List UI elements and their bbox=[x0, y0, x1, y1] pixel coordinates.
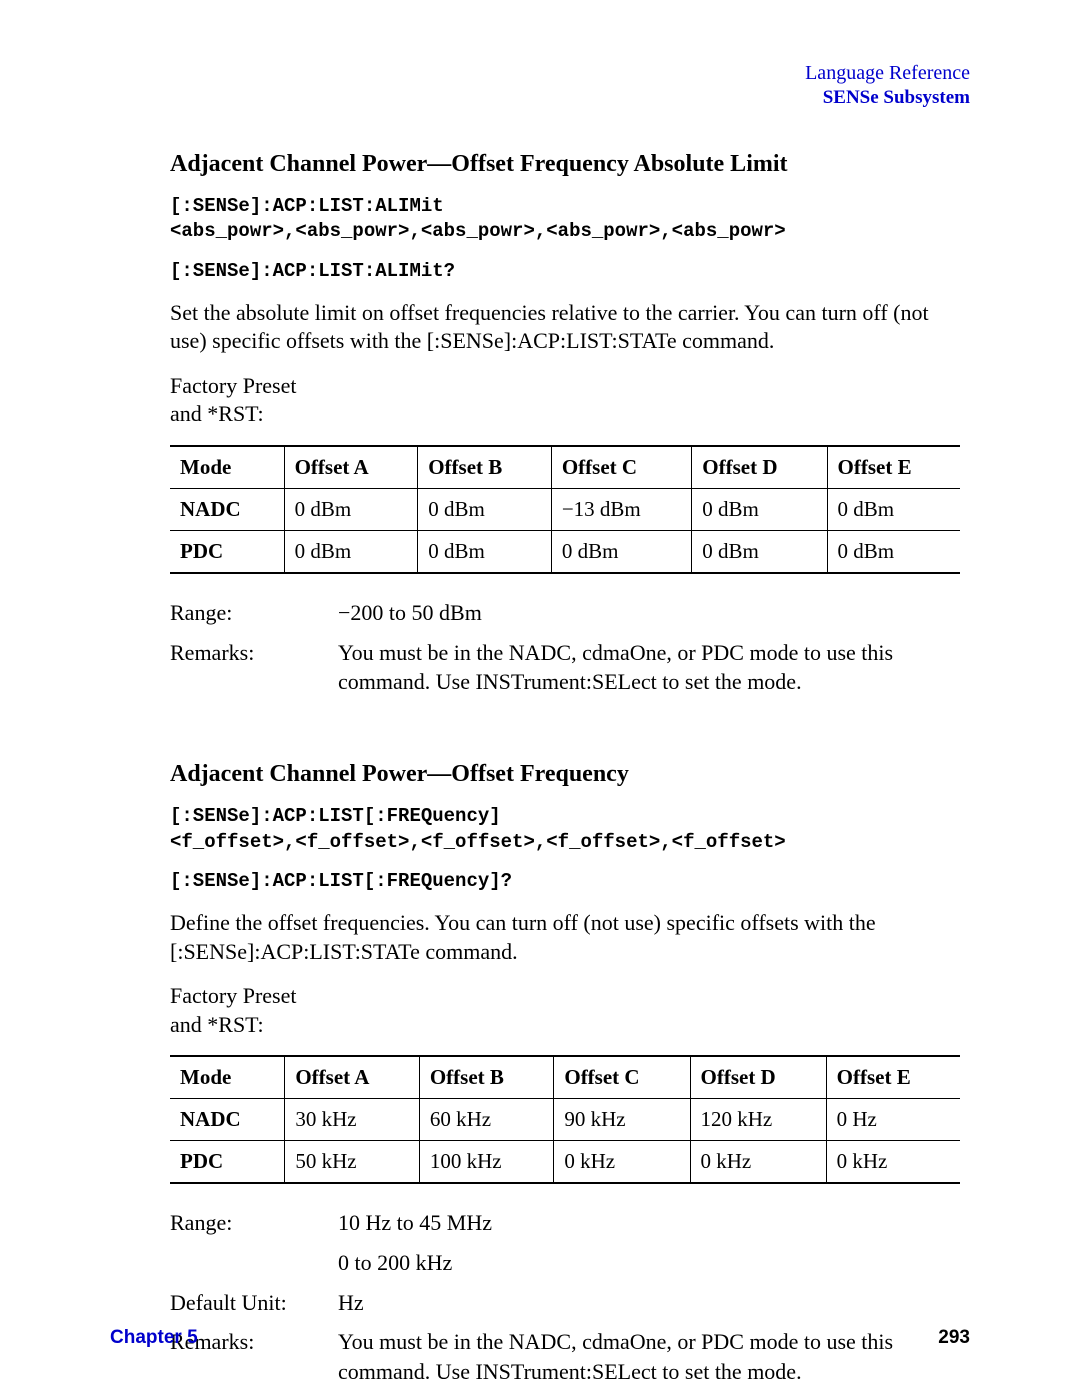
definition-value: 0 to 200 kHz bbox=[330, 1248, 960, 1278]
table-cell: 0 dBm bbox=[827, 488, 960, 530]
table-header: Offset B bbox=[419, 1056, 554, 1099]
section-title: Adjacent Channel Power—Offset Frequency … bbox=[170, 151, 960, 178]
definition-value: Hz bbox=[330, 1288, 960, 1318]
scpi-query: [:SENSe]:ACP:LIST:ALIMit? bbox=[170, 259, 960, 285]
definition-label: Remarks: bbox=[170, 638, 330, 697]
definition-row: Default Unit: Hz bbox=[170, 1288, 960, 1318]
table-row: NADC 0 dBm 0 dBm −13 dBm 0 dBm 0 dBm bbox=[170, 488, 960, 530]
table-cell: 0 kHz bbox=[826, 1141, 960, 1184]
table-cell: PDC bbox=[170, 1141, 285, 1184]
page-content: Adjacent Channel Power—Offset Frequency … bbox=[170, 151, 960, 1387]
offset-table: Mode Offset A Offset B Offset C Offset D… bbox=[170, 445, 960, 574]
table-cell: 0 dBm bbox=[418, 488, 552, 530]
table-header: Offset C bbox=[554, 1056, 690, 1099]
table-cell: 0 Hz bbox=[826, 1099, 960, 1141]
table-row: PDC 50 kHz 100 kHz 0 kHz 0 kHz 0 kHz bbox=[170, 1141, 960, 1184]
definition-value: 10 Hz to 45 MHz bbox=[330, 1208, 960, 1238]
definition-label: Range: bbox=[170, 1208, 330, 1238]
description-paragraph: Define the offset frequencies. You can t… bbox=[170, 909, 960, 966]
table-cell: 0 dBm bbox=[827, 530, 960, 573]
definition-label: Default Unit: bbox=[170, 1288, 330, 1318]
definition-label: Range: bbox=[170, 598, 330, 628]
table-cell: 0 dBm bbox=[284, 530, 418, 573]
page-header: Language Reference SENSe Subsystem bbox=[110, 60, 970, 111]
definition-label bbox=[170, 1248, 330, 1278]
factory-preset-label: Factory Preset and *RST: bbox=[170, 372, 960, 429]
table-row: NADC 30 kHz 60 kHz 90 kHz 120 kHz 0 Hz bbox=[170, 1099, 960, 1141]
definition-value: −200 to 50 dBm bbox=[330, 598, 960, 628]
table-cell: 100 kHz bbox=[419, 1141, 554, 1184]
table-row: PDC 0 dBm 0 dBm 0 dBm 0 dBm 0 dBm bbox=[170, 530, 960, 573]
table-cell: 30 kHz bbox=[285, 1099, 420, 1141]
definition-value: You must be in the NADC, cdmaOne, or PDC… bbox=[330, 638, 960, 697]
table-header: Offset E bbox=[827, 446, 960, 489]
table-header: Offset B bbox=[418, 446, 552, 489]
table-header: Offset A bbox=[284, 446, 418, 489]
scpi-command: [:SENSe]:ACP:LIST:ALIMit <abs_powr>,<abs… bbox=[170, 194, 960, 245]
scpi-command: [:SENSe]:ACP:LIST[:FREQuency] <f_offset>… bbox=[170, 804, 960, 855]
page-number: 293 bbox=[938, 1327, 970, 1349]
definition-row: Range: 10 Hz to 45 MHz bbox=[170, 1208, 960, 1238]
table-header: Offset C bbox=[551, 446, 691, 489]
table-cell: 90 kHz bbox=[554, 1099, 690, 1141]
table-header: Offset E bbox=[826, 1056, 960, 1099]
offset-table: Mode Offset A Offset B Offset C Offset D… bbox=[170, 1055, 960, 1184]
definition-row: Range: −200 to 50 dBm bbox=[170, 598, 960, 628]
table-cell: 50 kHz bbox=[285, 1141, 420, 1184]
factory-preset-label: Factory Preset and *RST: bbox=[170, 982, 960, 1039]
table-cell: NADC bbox=[170, 1099, 285, 1141]
description-paragraph: Set the absolute limit on offset frequen… bbox=[170, 299, 960, 356]
table-cell: 0 dBm bbox=[284, 488, 418, 530]
header-section: Language Reference bbox=[110, 60, 970, 86]
table-cell: 60 kHz bbox=[419, 1099, 554, 1141]
section-title: Adjacent Channel Power—Offset Frequency bbox=[170, 761, 960, 788]
table-cell: 0 dBm bbox=[692, 488, 827, 530]
table-cell: −13 dBm bbox=[551, 488, 691, 530]
table-header: Offset D bbox=[692, 446, 827, 489]
table-cell: NADC bbox=[170, 488, 284, 530]
table-cell: 0 kHz bbox=[554, 1141, 690, 1184]
table-cell: 0 dBm bbox=[418, 530, 552, 573]
table-header: Mode bbox=[170, 1056, 285, 1099]
table-header: Offset D bbox=[690, 1056, 826, 1099]
table-cell: 0 dBm bbox=[692, 530, 827, 573]
chapter-label: Chapter 5 bbox=[110, 1327, 198, 1349]
page-footer: Chapter 5 293 bbox=[110, 1327, 970, 1349]
table-cell: 120 kHz bbox=[690, 1099, 826, 1141]
table-cell: PDC bbox=[170, 530, 284, 573]
scpi-query: [:SENSe]:ACP:LIST[:FREQuency]? bbox=[170, 869, 960, 895]
page: Language Reference SENSe Subsystem Adjac… bbox=[0, 0, 1080, 1397]
definition-row: 0 to 200 kHz bbox=[170, 1248, 960, 1278]
definition-row: Remarks: You must be in the NADC, cdmaOn… bbox=[170, 638, 960, 697]
table-cell: 0 kHz bbox=[690, 1141, 826, 1184]
header-subsection: SENSe Subsystem bbox=[110, 86, 970, 111]
table-header: Mode bbox=[170, 446, 284, 489]
table-cell: 0 dBm bbox=[551, 530, 691, 573]
table-header: Offset A bbox=[285, 1056, 420, 1099]
